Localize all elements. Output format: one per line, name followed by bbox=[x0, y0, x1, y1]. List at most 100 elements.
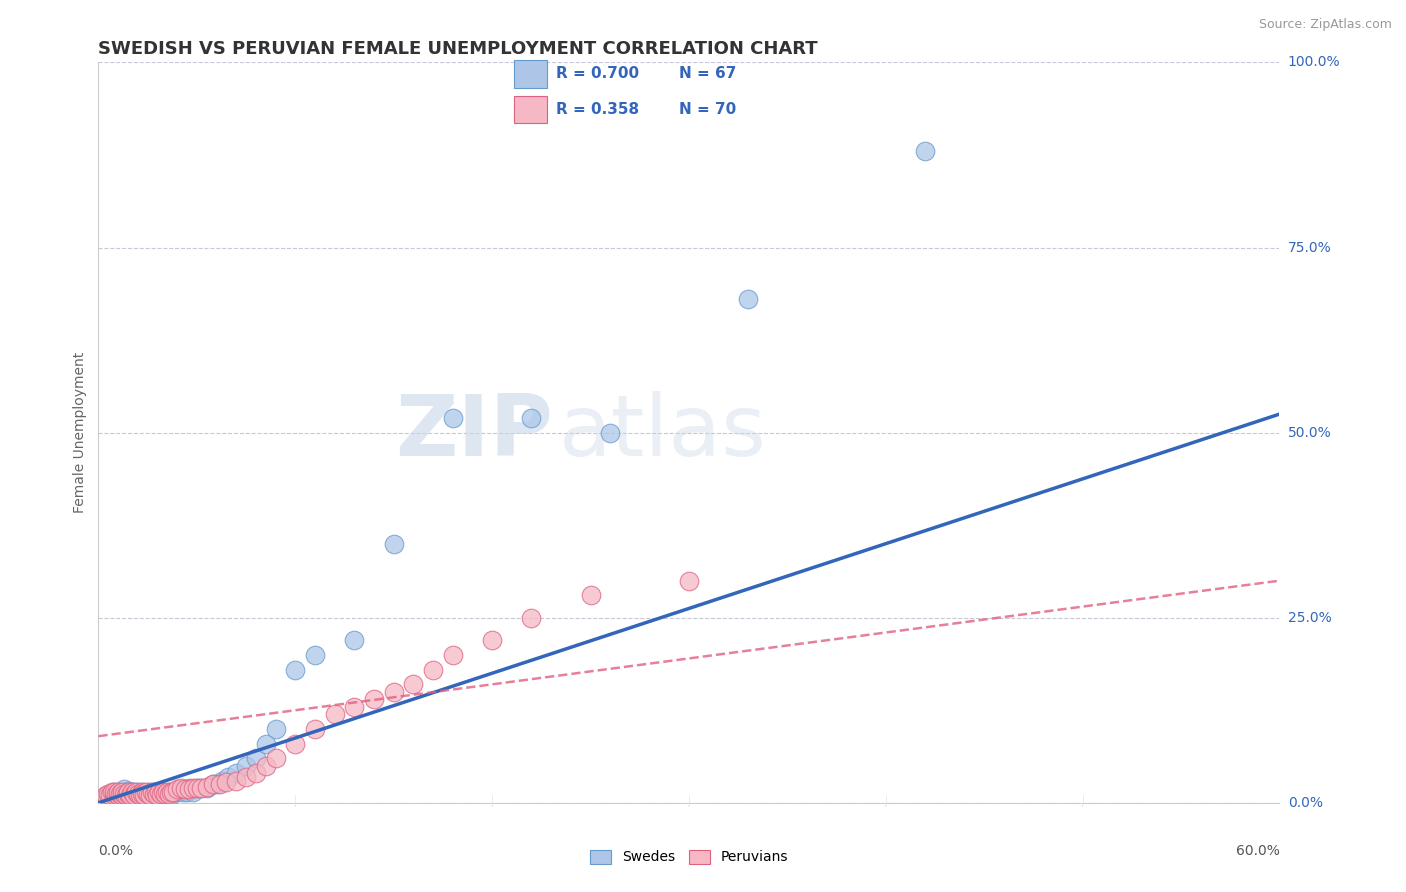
Point bbox=[135, 789, 157, 803]
Point bbox=[225, 773, 247, 788]
Point bbox=[97, 787, 120, 801]
Point bbox=[166, 782, 188, 797]
Point bbox=[131, 785, 153, 799]
Point bbox=[441, 410, 464, 425]
Point bbox=[167, 782, 190, 797]
Point bbox=[127, 789, 149, 803]
Point bbox=[121, 785, 143, 799]
Point bbox=[141, 785, 163, 799]
Y-axis label: Female Unemployment: Female Unemployment bbox=[73, 352, 87, 513]
Point bbox=[107, 785, 129, 799]
Point bbox=[136, 789, 159, 803]
Point bbox=[190, 780, 212, 795]
Point bbox=[284, 737, 307, 751]
Point bbox=[103, 785, 125, 799]
Point bbox=[146, 785, 169, 799]
Point bbox=[132, 789, 155, 803]
Point bbox=[599, 425, 621, 440]
Point bbox=[422, 663, 444, 677]
Point bbox=[156, 785, 179, 799]
Point bbox=[141, 785, 163, 799]
Point bbox=[195, 780, 218, 795]
Point bbox=[363, 692, 385, 706]
Text: 0.0%: 0.0% bbox=[1288, 796, 1323, 810]
Point bbox=[127, 785, 149, 799]
Point bbox=[176, 785, 198, 799]
Point bbox=[111, 789, 134, 804]
Point bbox=[136, 787, 159, 801]
Point bbox=[245, 751, 267, 765]
Point bbox=[181, 780, 204, 795]
Point bbox=[254, 758, 277, 772]
Point bbox=[118, 789, 141, 803]
Point bbox=[186, 780, 208, 795]
Text: R = 0.700: R = 0.700 bbox=[555, 67, 638, 81]
Point bbox=[128, 787, 150, 801]
Point bbox=[125, 787, 148, 801]
Point bbox=[211, 773, 233, 788]
Point bbox=[122, 789, 145, 803]
Text: 60.0%: 60.0% bbox=[1236, 844, 1279, 857]
Point bbox=[131, 787, 153, 801]
Point bbox=[112, 787, 135, 801]
Point bbox=[172, 785, 194, 799]
Text: ZIP: ZIP bbox=[395, 391, 553, 475]
Text: 0.0%: 0.0% bbox=[98, 844, 134, 857]
Point bbox=[146, 789, 169, 803]
Text: 75.0%: 75.0% bbox=[1288, 241, 1331, 254]
Point bbox=[148, 785, 170, 799]
Point bbox=[215, 775, 238, 789]
Point bbox=[117, 785, 139, 799]
Point bbox=[441, 648, 464, 662]
Point bbox=[132, 787, 155, 801]
Point bbox=[382, 685, 405, 699]
Point bbox=[201, 777, 224, 791]
Point bbox=[145, 785, 167, 799]
Point bbox=[152, 785, 174, 799]
Point bbox=[112, 787, 135, 801]
Point bbox=[177, 780, 200, 795]
Point bbox=[111, 785, 134, 799]
Point bbox=[121, 785, 143, 799]
Point bbox=[115, 789, 138, 803]
Point bbox=[105, 789, 128, 804]
Point bbox=[520, 410, 543, 425]
Point bbox=[157, 787, 180, 801]
Point bbox=[131, 789, 153, 804]
Text: SWEDISH VS PERUVIAN FEMALE UNEMPLOYMENT CORRELATION CHART: SWEDISH VS PERUVIAN FEMALE UNEMPLOYMENT … bbox=[98, 40, 818, 58]
Point bbox=[190, 780, 212, 795]
Point bbox=[481, 632, 503, 647]
Point bbox=[155, 787, 177, 801]
Point bbox=[201, 777, 224, 791]
Point bbox=[148, 789, 170, 803]
Point bbox=[245, 766, 267, 780]
Point bbox=[174, 782, 197, 797]
Point bbox=[142, 787, 165, 801]
Point bbox=[264, 722, 287, 736]
Legend: Swedes, Peruvians: Swedes, Peruvians bbox=[583, 844, 794, 870]
Text: 50.0%: 50.0% bbox=[1288, 425, 1331, 440]
Text: Source: ZipAtlas.com: Source: ZipAtlas.com bbox=[1258, 18, 1392, 31]
Point bbox=[152, 785, 174, 799]
Point bbox=[323, 706, 346, 721]
Point bbox=[107, 787, 129, 801]
Point bbox=[128, 789, 150, 803]
Point bbox=[284, 663, 307, 677]
Point bbox=[111, 789, 134, 803]
Point bbox=[117, 784, 139, 798]
Point bbox=[162, 785, 184, 799]
Point bbox=[160, 785, 183, 799]
Point bbox=[914, 145, 936, 159]
Text: R = 0.358: R = 0.358 bbox=[555, 102, 638, 117]
Point bbox=[181, 785, 204, 799]
Point bbox=[678, 574, 700, 588]
Point bbox=[125, 785, 148, 799]
Point bbox=[235, 770, 257, 784]
Point bbox=[150, 787, 173, 801]
Point bbox=[112, 782, 135, 797]
Point bbox=[131, 785, 153, 799]
Point bbox=[205, 777, 228, 791]
Point bbox=[195, 780, 218, 794]
Point bbox=[107, 785, 129, 799]
Point bbox=[737, 293, 759, 307]
